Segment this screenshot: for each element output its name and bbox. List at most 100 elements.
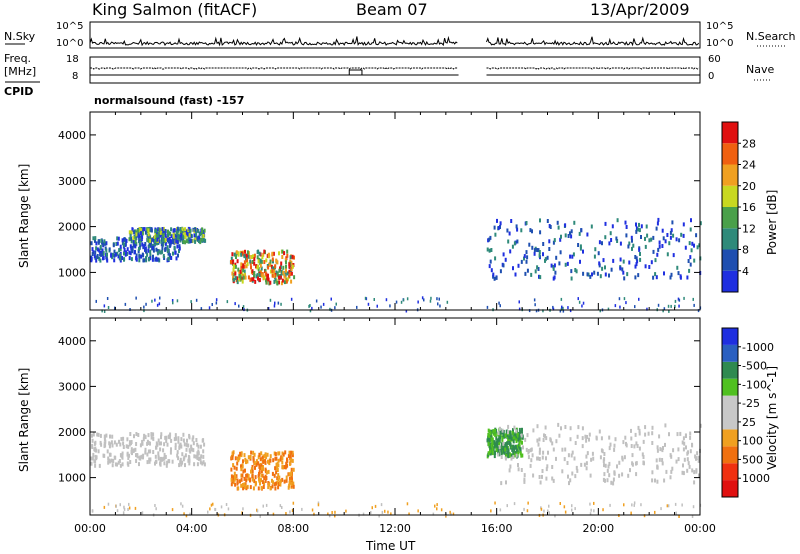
scatter-1-2-187	[496, 438, 499, 443]
noise-0-119	[106, 297, 109, 300]
scatter-1-1-58	[236, 478, 239, 483]
scatter-0-3-118	[553, 238, 556, 243]
scatter-1-3-174	[686, 457, 689, 462]
scatter-0-2-56	[275, 270, 278, 275]
scatter-1-3-161	[539, 480, 542, 485]
scatter-1-2-207	[491, 451, 494, 456]
scatter-0-2-160	[240, 262, 243, 267]
xtick-label-1: 04:00	[176, 522, 208, 535]
noise-0-137	[385, 298, 388, 302]
scatter-0-2-74	[256, 273, 259, 278]
scatter-0-2-184	[245, 253, 248, 258]
scatter-1-3-116	[569, 437, 572, 442]
scatter-1-3-60	[608, 461, 611, 466]
scatter-1-0-108	[134, 447, 137, 452]
scatter-0-1-159	[172, 240, 174, 244]
scatter-1-0-253	[104, 439, 107, 444]
noise-1-41	[103, 505, 106, 509]
scatter-0-3-68	[627, 244, 630, 249]
scatter-0-3-177	[625, 225, 628, 229]
scatter-1-1-225	[243, 482, 246, 487]
scatter-0-0-13	[126, 252, 129, 256]
scatter-1-2-246	[497, 437, 500, 442]
cb-tick-label-1-3: 25	[742, 416, 756, 429]
scatter-0-3-99	[489, 235, 492, 240]
scatter-0-0-80	[99, 258, 102, 263]
scatter-0-2-190	[280, 261, 283, 266]
scatter-0-3-247	[608, 273, 610, 278]
scatter-1-3-163	[600, 436, 603, 441]
noise-0-10	[226, 300, 229, 304]
scatter-0-0-230	[95, 246, 98, 251]
noise-0-24	[309, 309, 312, 313]
noise-1-126	[91, 509, 94, 513]
scatter-1-2-38	[509, 445, 512, 450]
noise-0-114	[406, 297, 409, 301]
scatter-1-3-176	[498, 445, 501, 450]
scatter-0-3-135	[542, 242, 545, 246]
noise-0-118	[330, 297, 332, 301]
scatter-0-0-67	[152, 254, 154, 259]
noise-0-1	[215, 301, 218, 305]
scatter-1-3-177	[581, 444, 584, 449]
scatter-1-0-227	[130, 440, 133, 444]
scatter-0-3-2	[689, 255, 692, 260]
scatter-1-3-34	[588, 432, 591, 437]
scatter-0-0-227	[138, 241, 141, 246]
scatter-0-2-186	[285, 279, 288, 284]
scatter-1-3-68	[536, 424, 539, 429]
noise-1-18	[225, 503, 228, 506]
scatter-0-3-182	[486, 247, 489, 252]
scatter-1-0-233	[109, 452, 112, 457]
scatter-0-3-110	[539, 275, 542, 280]
scatter-1-3-4	[512, 455, 515, 459]
scatter-0-2-211	[285, 260, 287, 265]
scatter-0-0-222	[124, 243, 127, 247]
scatter-0-2-239	[258, 251, 261, 256]
scatter-0-3-35	[530, 272, 533, 277]
scatter-0-0-146	[91, 247, 94, 252]
scatter-1-3-110	[638, 446, 641, 451]
scatter-1-2-69	[510, 454, 513, 459]
scatter-0-0-226	[125, 239, 128, 243]
noise-0-60	[308, 304, 310, 308]
scatter-0-0-203	[164, 247, 167, 252]
scatter-1-1-191	[247, 455, 250, 460]
scatter-0-3-209	[586, 272, 589, 277]
scatter-0-1-183	[203, 228, 206, 233]
scatter-0-3-164	[635, 262, 638, 267]
scatter-1-0-6	[91, 456, 94, 461]
scatter-1-1-102	[274, 466, 277, 471]
scatter-0-3-29	[628, 241, 631, 246]
noise-0-31	[143, 305, 145, 309]
scatter-1-0-250	[199, 456, 202, 461]
scatter-1-3-49	[580, 462, 583, 467]
scatter-1-0-8	[155, 445, 158, 450]
scatter-1-0-127	[175, 436, 178, 441]
scatter-0-2-69	[240, 271, 243, 276]
scatter-0-3-107	[552, 265, 555, 269]
scatter-1-3-231	[507, 430, 509, 435]
scatter-0-2-246	[249, 259, 252, 264]
scatter-1-3-179	[608, 473, 611, 478]
scatter-1-1-188	[260, 478, 262, 483]
scatter-0-3-255	[684, 245, 687, 250]
noise-1-31	[678, 515, 680, 518]
scatter-0-1-245	[140, 231, 142, 236]
scatter-0-2-173	[274, 277, 277, 282]
scatter-0-0-23	[90, 241, 93, 246]
scatter-0-1-187	[201, 237, 204, 242]
scatter-1-3-73	[570, 453, 573, 458]
noise-1-130	[155, 507, 157, 511]
scatter-1-0-25	[197, 456, 200, 461]
scatter-1-2-23	[509, 439, 512, 444]
scatter-1-3-217	[662, 446, 664, 450]
scatter-1-0-22	[113, 440, 116, 445]
scatter-1-0-224	[196, 442, 199, 447]
scatter-1-1-41	[287, 454, 290, 459]
scatter-0-2-142	[289, 259, 292, 264]
scatter-0-3-47	[552, 240, 555, 245]
scatter-0-0-108	[94, 236, 97, 241]
scatter-0-3-5	[555, 255, 558, 260]
